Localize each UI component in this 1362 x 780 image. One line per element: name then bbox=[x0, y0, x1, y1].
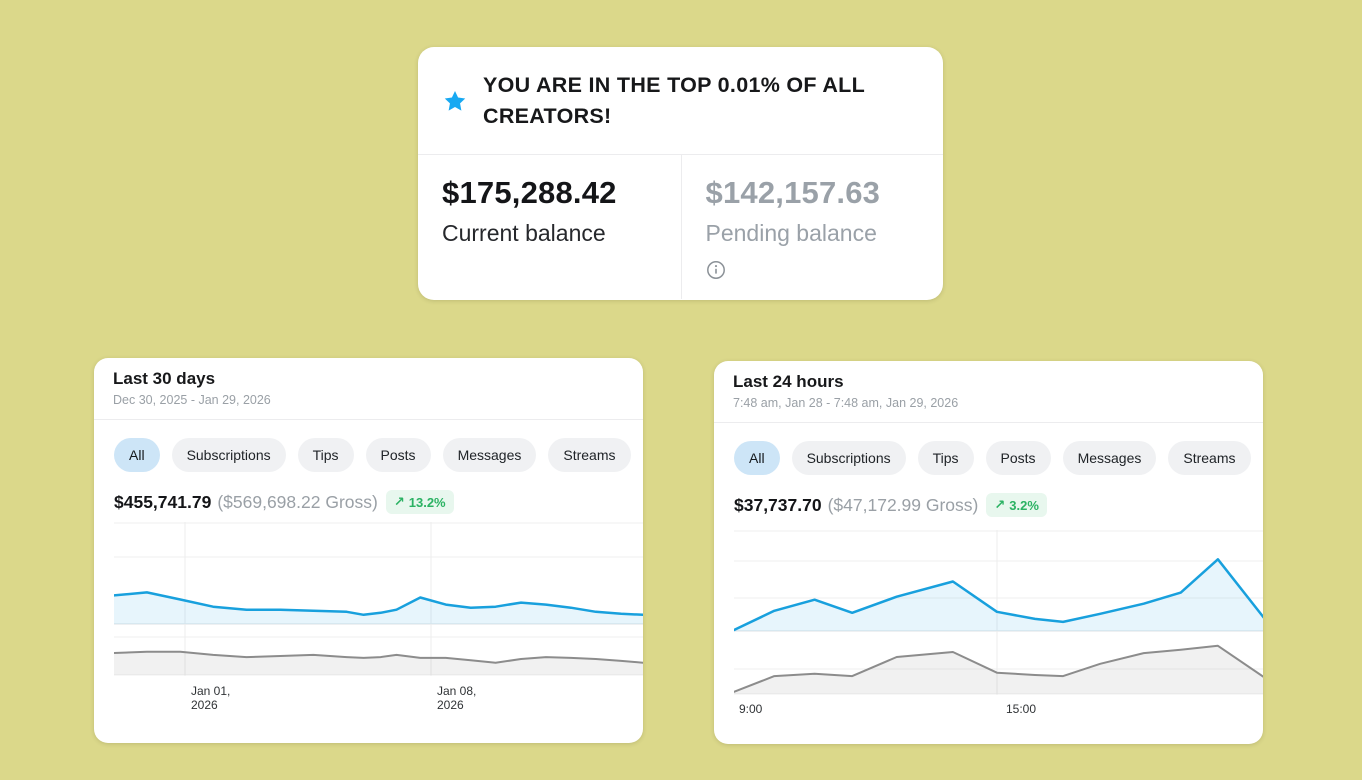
filter-chip-all[interactable]: All bbox=[734, 441, 780, 475]
filter-chip-messages[interactable]: Messages bbox=[1062, 441, 1157, 475]
card-title: Last 24 hours bbox=[733, 372, 844, 391]
trend-up-icon: ↗ bbox=[393, 494, 405, 509]
x-axis-label: 15:00 bbox=[1006, 702, 1037, 716]
rank-banner: YOU ARE IN THE TOP 0.01% OF ALL CREATORS… bbox=[418, 47, 943, 155]
change-badge: ↗ 3.2% bbox=[986, 493, 1047, 517]
stats-card-last-30-days: Last 30 days Dec 30, 2025 - Jan 29, 2026… bbox=[94, 358, 643, 743]
x-axis-label: Jan 08, 2026 bbox=[437, 684, 477, 712]
current-balance-block: $175,288.42 Current balance bbox=[418, 155, 681, 299]
earnings-chart bbox=[114, 522, 643, 676]
filter-chip-tips[interactable]: Tips bbox=[917, 441, 974, 475]
net-amount: $37,737.70 bbox=[734, 494, 822, 515]
star-icon bbox=[444, 90, 466, 112]
filter-chips-row: All Subscriptions Tips Posts Messages Streams bbox=[114, 438, 631, 472]
earnings-summary: $455,741.79 ($569,698.22 Gross) ↗ 13.2% bbox=[114, 490, 454, 514]
filter-chip-posts[interactable]: Posts bbox=[365, 438, 431, 472]
filter-chips-row: All Subscriptions Tips Posts Messages Streams bbox=[734, 441, 1251, 475]
gross-amount: ($47,172.99 Gross) bbox=[827, 494, 979, 515]
x-axis-labels: Jan 01, 2026 Jan 08, 2026 bbox=[114, 684, 643, 716]
filter-chip-messages[interactable]: Messages bbox=[442, 438, 537, 472]
x-axis-label: 9:00 bbox=[739, 702, 763, 716]
change-value: 3.2% bbox=[1009, 497, 1039, 513]
filter-chip-streams[interactable]: Streams bbox=[1168, 441, 1251, 475]
trend-up-icon: ↗ bbox=[994, 497, 1006, 512]
change-badge: ↗ 13.2% bbox=[385, 490, 454, 514]
card-header: Last 24 hours 7:48 am, Jan 28 - 7:48 am,… bbox=[714, 361, 1263, 423]
card-date-range: Dec 30, 2025 - Jan 29, 2026 bbox=[113, 393, 271, 407]
filter-chip-all[interactable]: All bbox=[114, 438, 160, 472]
current-balance-amount: $175,288.42 bbox=[442, 175, 617, 210]
filter-chip-streams[interactable]: Streams bbox=[548, 438, 631, 472]
card-date-range: 7:48 am, Jan 28 - 7:48 am, Jan 29, 2026 bbox=[733, 396, 959, 410]
current-balance-label: Current balance bbox=[442, 220, 606, 246]
x-axis-label: Jan 01, 2026 bbox=[191, 684, 231, 712]
earnings-summary: $37,737.70 ($47,172.99 Gross) ↗ 3.2% bbox=[734, 493, 1047, 517]
gross-amount: ($569,698.22 Gross) bbox=[217, 491, 378, 512]
earnings-chart bbox=[734, 530, 1263, 695]
pending-balance-amount: $142,157.63 bbox=[705, 175, 881, 210]
filter-chip-subscriptions[interactable]: Subscriptions bbox=[171, 438, 286, 472]
stats-card-last-24-hours: Last 24 hours 7:48 am, Jan 28 - 7:48 am,… bbox=[714, 361, 1263, 744]
info-icon[interactable] bbox=[706, 260, 726, 280]
rank-title: YOU ARE IN THE TOP 0.01% OF ALL CREATORS… bbox=[483, 72, 865, 128]
pending-balance-label: Pending balance bbox=[705, 220, 877, 246]
change-value: 13.2% bbox=[408, 494, 446, 510]
creator-rank-balance-card: YOU ARE IN THE TOP 0.01% OF ALL CREATORS… bbox=[418, 47, 943, 300]
filter-chip-tips[interactable]: Tips bbox=[297, 438, 354, 472]
filter-chip-subscriptions[interactable]: Subscriptions bbox=[791, 441, 906, 475]
filter-chip-posts[interactable]: Posts bbox=[985, 441, 1051, 475]
x-axis-labels: 9:00 15:00 bbox=[734, 702, 1263, 734]
card-title: Last 30 days bbox=[113, 369, 216, 388]
pending-balance-block: $142,157.63 Pending balance bbox=[680, 155, 944, 299]
card-header: Last 30 days Dec 30, 2025 - Jan 29, 2026 bbox=[94, 358, 643, 420]
net-amount: $455,741.79 bbox=[114, 491, 212, 512]
